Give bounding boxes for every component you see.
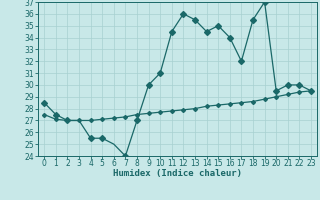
X-axis label: Humidex (Indice chaleur): Humidex (Indice chaleur) xyxy=(113,169,242,178)
